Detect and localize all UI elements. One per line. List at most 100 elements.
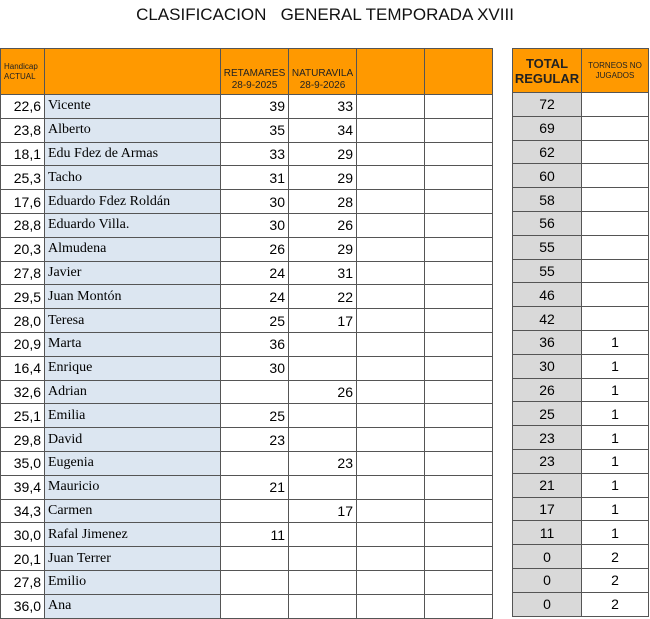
event3-score-cell	[356, 546, 425, 571]
totals-row: 72	[512, 92, 649, 117]
handicap-header: Handicap ACTUAL	[0, 48, 45, 95]
player-name-cell: Juan Montón	[44, 284, 221, 310]
handicap-cell: 23,8	[0, 117, 45, 143]
event1-score-cell	[220, 546, 289, 571]
table-row: 36,0 Ana	[0, 593, 493, 619]
player-name-cell: Tacho	[44, 165, 221, 191]
table-row: 17,6 Eduardo Fdez Roldán 30 28	[0, 189, 493, 214]
event1-score-cell: 33	[220, 141, 289, 167]
event2-date: 28-9-2026	[299, 80, 346, 91]
total-cell: 58	[512, 187, 582, 212]
event2-score-cell	[288, 569, 357, 595]
event3-score-cell	[356, 260, 425, 286]
not-played-cell	[581, 139, 649, 165]
player-name-cell: Vicente	[44, 94, 221, 119]
event3-score-cell	[356, 427, 425, 452]
player-name-cell: Eugenia	[44, 450, 221, 476]
not-played-cell: 1	[581, 425, 649, 450]
total-cell: 21	[512, 472, 582, 498]
event3-score-cell	[356, 379, 425, 405]
handicap-cell: 25,3	[0, 165, 45, 191]
event1-score-cell: 25	[220, 403, 289, 429]
player-name-cell: Ana	[44, 593, 221, 619]
event1-score-cell	[220, 498, 289, 524]
event4-score-cell	[424, 117, 493, 143]
not-played-cell: 1	[581, 401, 649, 427]
table-row: 27,8 Javier 24 31	[0, 260, 493, 286]
total-cell: 55	[512, 234, 582, 260]
totals-row: 25 1	[512, 401, 649, 427]
event2-score-cell	[288, 403, 357, 429]
event2-score-cell: 29	[288, 141, 357, 167]
event2-score-cell	[288, 427, 357, 452]
handicap-cell: 27,8	[0, 260, 45, 286]
event1-date: 28-9-2025	[231, 80, 278, 91]
total-cell: 0	[512, 544, 582, 569]
handicap-header-line2: ACTUAL	[4, 71, 36, 81]
table-row: 20,9 Marta 36	[0, 331, 493, 357]
totals-row: 58	[512, 187, 649, 212]
event4-score-cell	[424, 427, 493, 452]
player-name-cell: Emilia	[44, 403, 221, 429]
totals-row: 30 1	[512, 353, 649, 379]
table-row: 29,8 David 23	[0, 427, 493, 452]
totals-row: 17 1	[512, 496, 649, 522]
event3-score-cell	[356, 308, 425, 333]
event1-score-cell: 24	[220, 260, 289, 286]
not-played-line2: JUGADOS	[595, 70, 635, 80]
totals-row: 26 1	[512, 377, 649, 403]
event2-score-cell	[288, 593, 357, 619]
event3-score-cell	[356, 94, 425, 119]
player-name-cell: Rafal Jimenez	[44, 522, 221, 548]
total-cell: 11	[512, 520, 582, 546]
event1-score-cell	[220, 593, 289, 619]
table-row: 20,1 Juan Terrer	[0, 546, 493, 571]
event4-score-cell	[424, 260, 493, 286]
event2-score-cell	[288, 355, 357, 381]
not-played-cell: 1	[581, 329, 649, 355]
not-played-cell	[581, 92, 649, 117]
event1-score-cell: 24	[220, 284, 289, 310]
event3-score-cell	[356, 474, 425, 500]
total-header-line1: TOTAL	[525, 55, 569, 71]
event4-score-cell	[424, 593, 493, 619]
event3-score-cell	[356, 450, 425, 476]
table-row: 29,5 Juan Montón 24 22	[0, 284, 493, 310]
event4-score-cell	[424, 331, 493, 357]
event1-header: RETAMARES 28-9-2025	[220, 48, 289, 95]
handicap-cell: 36,0	[0, 593, 45, 619]
not-played-cell: 1	[581, 448, 649, 474]
not-played-cell	[581, 187, 649, 212]
total-cell: 23	[512, 448, 582, 474]
event1-score-cell: 35	[220, 117, 289, 143]
event1-score-cell	[220, 379, 289, 405]
total-cell: 69	[512, 115, 582, 141]
event4-score-cell	[424, 546, 493, 571]
total-cell: 56	[512, 210, 582, 236]
handicap-cell: 28,0	[0, 308, 45, 333]
table-row: 34,3 Carmen 17	[0, 498, 493, 524]
player-name-cell: Eduardo Fdez Roldán	[44, 189, 221, 214]
handicap-cell: 25,1	[0, 403, 45, 429]
event1-score-cell: 26	[220, 236, 289, 262]
total-cell: 17	[512, 496, 582, 522]
handicap-cell: 16,4	[0, 355, 45, 381]
total-cell: 25	[512, 401, 582, 427]
event2-score-cell	[288, 331, 357, 357]
event2-score-cell	[288, 522, 357, 548]
table-row: 25,1 Emilia 25	[0, 403, 493, 429]
name-header	[44, 48, 221, 95]
table-row: 27,8 Emilio	[0, 569, 493, 595]
standings-table: Handicap ACTUAL RETAMARES 28-9-2025 NATURA…	[0, 48, 493, 619]
event4-score-cell	[424, 474, 493, 500]
handicap-cell: 20,9	[0, 331, 45, 357]
totals-row: 69	[512, 115, 649, 141]
table-row: 22,6 Vicente 39 33	[0, 94, 493, 119]
player-name-cell: Edu Fdez de Armas	[44, 141, 221, 167]
not-played-cell: 2	[581, 591, 649, 617]
event1-score-cell: 23	[220, 427, 289, 452]
total-cell: 0	[512, 591, 582, 617]
totals-row: 21 1	[512, 472, 649, 498]
